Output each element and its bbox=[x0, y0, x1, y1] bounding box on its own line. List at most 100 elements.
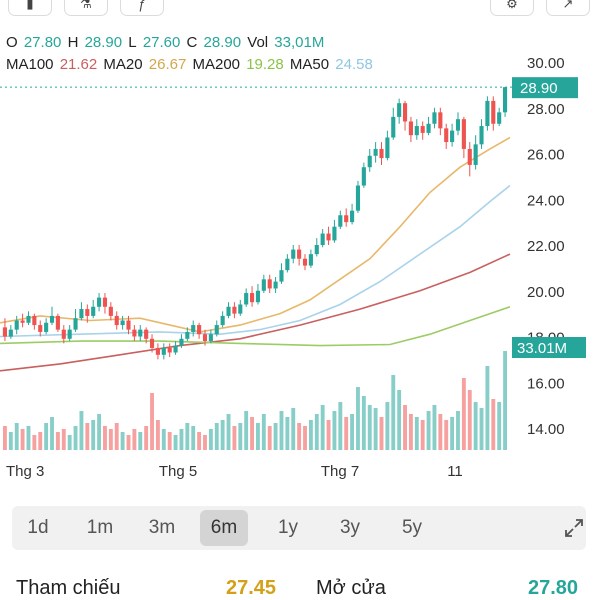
volume-bar bbox=[261, 414, 266, 450]
x-tick-label: Thg 7 bbox=[321, 463, 359, 480]
candle-body bbox=[367, 155, 372, 168]
range-6m[interactable]: 6m bbox=[200, 510, 248, 546]
y-tick-label: 14.00 bbox=[527, 421, 565, 438]
candle-body bbox=[491, 100, 496, 124]
volume-bar bbox=[232, 426, 237, 450]
volume-bar bbox=[273, 423, 278, 450]
ma-row: MA100 21.62 MA20 26.67 MA200 19.28 MA50 … bbox=[6, 54, 375, 76]
candle-body bbox=[338, 215, 343, 227]
candle-body bbox=[114, 315, 119, 326]
volume-bar bbox=[144, 426, 149, 450]
ma200-label: MA200 bbox=[192, 56, 241, 73]
candle-body bbox=[344, 215, 349, 223]
x-tick-label: 11 bbox=[447, 463, 463, 480]
close-label: C bbox=[186, 34, 198, 51]
share-button[interactable]: ↗ bbox=[546, 0, 590, 16]
volume-bar bbox=[32, 435, 37, 450]
candle-body bbox=[408, 121, 413, 136]
candle-body bbox=[155, 347, 160, 355]
volume-bar bbox=[250, 417, 254, 450]
open-price-value: 27.80 bbox=[528, 577, 579, 599]
y-tick-label: 26.00 bbox=[527, 147, 565, 164]
candle-body bbox=[350, 210, 355, 223]
candle-body bbox=[202, 334, 208, 342]
candle-body bbox=[73, 318, 78, 330]
volume-bar bbox=[155, 420, 160, 450]
candle-body bbox=[414, 126, 419, 136]
share-icon: ↗ bbox=[562, 0, 574, 11]
function-button[interactable]: ƒ bbox=[120, 0, 164, 16]
candle-body bbox=[85, 309, 90, 316]
volume-bar bbox=[432, 405, 437, 450]
reference-value: 27.45 bbox=[226, 577, 277, 599]
volume-bar bbox=[479, 408, 484, 450]
range-1y[interactable]: 1y bbox=[277, 517, 299, 538]
candle-body bbox=[485, 100, 490, 127]
open-price-label: Mở cửa bbox=[316, 577, 386, 599]
candle-body bbox=[432, 112, 437, 124]
ma-line-ma20 bbox=[0, 136, 511, 333]
candle-body bbox=[120, 320, 125, 326]
volume-bar bbox=[438, 414, 443, 450]
range-3m[interactable]: 3m bbox=[148, 517, 176, 538]
candle-body bbox=[226, 306, 231, 316]
volume-bar bbox=[256, 423, 260, 450]
volume-bar bbox=[373, 408, 378, 450]
volume-bar bbox=[350, 414, 355, 450]
volume-bar bbox=[197, 432, 202, 450]
price-chart[interactable]: 30.0028.0026.0024.0022.0020.0018.0016.00… bbox=[0, 50, 600, 490]
expand-button[interactable] bbox=[560, 514, 588, 542]
settings-button[interactable]: ⚙ bbox=[490, 0, 534, 16]
range-3y[interactable]: 3y bbox=[339, 517, 361, 538]
y-tick-label: 28.00 bbox=[527, 101, 565, 118]
candle-body bbox=[450, 130, 455, 143]
range-1m[interactable]: 1m bbox=[86, 517, 114, 538]
candle-body bbox=[26, 315, 31, 323]
ma-line-ma100 bbox=[0, 253, 511, 372]
volume-bar bbox=[320, 405, 325, 450]
volume-bar bbox=[103, 426, 107, 450]
volume-bar bbox=[73, 426, 78, 450]
ma100-value: 21.62 bbox=[59, 56, 98, 73]
volume-bar bbox=[391, 375, 396, 450]
candle-body bbox=[220, 315, 225, 326]
volume-bar bbox=[126, 435, 131, 450]
candle-body bbox=[38, 325, 43, 332]
candle-body bbox=[144, 329, 149, 339]
volume-bar bbox=[326, 420, 331, 450]
volume-bar bbox=[61, 429, 66, 450]
range-5y[interactable]: 5y bbox=[401, 517, 423, 538]
y-tick-label: 22.00 bbox=[527, 238, 565, 255]
candle-body bbox=[291, 249, 296, 259]
volume-bar bbox=[473, 402, 478, 450]
volume-bar bbox=[344, 417, 349, 450]
candle-body bbox=[314, 245, 319, 255]
range-1d[interactable]: 1d bbox=[27, 517, 49, 538]
volume-bar bbox=[203, 435, 207, 450]
volume-bar bbox=[120, 432, 125, 450]
candle-body bbox=[102, 297, 108, 307]
candle-body bbox=[302, 258, 308, 266]
volume-bar bbox=[244, 411, 249, 450]
volume-tag bbox=[512, 337, 586, 358]
ma200-value: 19.28 bbox=[246, 56, 284, 73]
ma-line-ma50 bbox=[0, 184, 511, 338]
volume-bar bbox=[297, 423, 302, 450]
volume-bar bbox=[461, 378, 466, 450]
indicator-button[interactable]: ⚗ bbox=[64, 0, 108, 16]
volume-bar bbox=[467, 390, 472, 450]
y-tick-label: 20.00 bbox=[527, 284, 565, 301]
candle-body bbox=[244, 293, 249, 305]
candle-body bbox=[326, 233, 331, 241]
function-icon: ƒ bbox=[138, 0, 146, 12]
candle-body bbox=[261, 279, 266, 291]
volume-bar bbox=[426, 411, 431, 450]
volume-bar bbox=[161, 429, 166, 450]
candle-body bbox=[2, 327, 8, 337]
volume-bar bbox=[226, 414, 231, 450]
volume-bar bbox=[97, 414, 102, 450]
chart-type-button[interactable]: ▮ bbox=[8, 0, 52, 16]
ma50-label: MA50 bbox=[289, 56, 330, 73]
candle-body bbox=[285, 258, 290, 271]
volume-bar bbox=[191, 426, 196, 450]
